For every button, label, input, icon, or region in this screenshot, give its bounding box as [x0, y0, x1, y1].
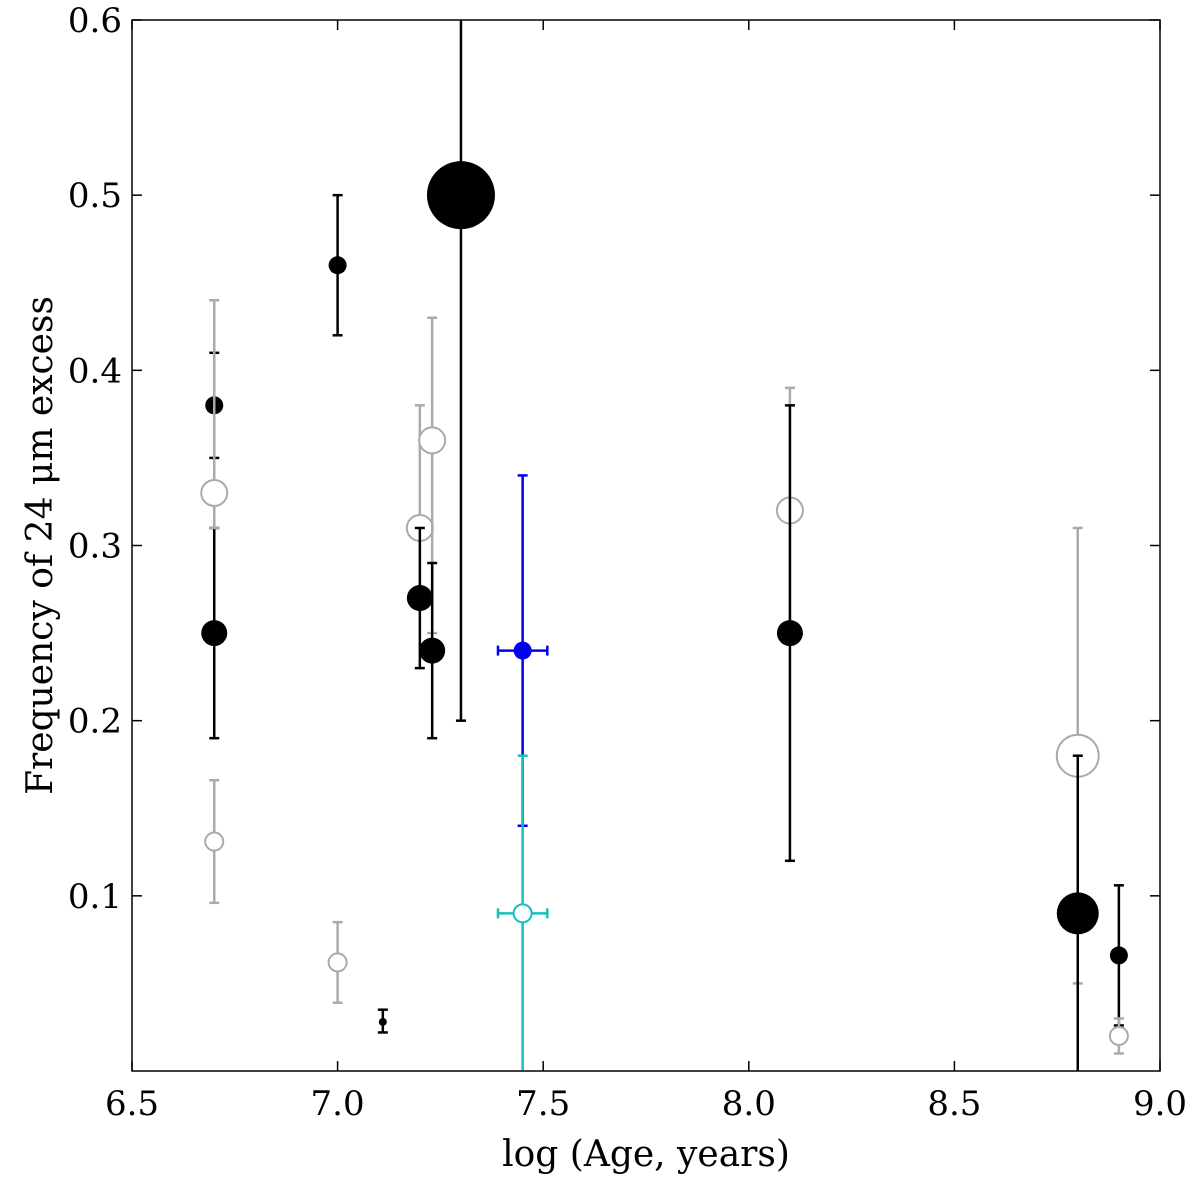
x-tick-label: 7.0 — [311, 1084, 365, 1124]
x-tick-label: 8.5 — [927, 1084, 981, 1124]
data-point — [200, 299, 229, 530]
y-tick-label: 0.6 — [68, 1, 122, 41]
data-point — [1108, 1017, 1129, 1055]
x-axis-title: log (Age, years) — [502, 1134, 790, 1175]
filled-marker — [776, 620, 803, 647]
filled-marker — [406, 585, 433, 612]
plot-frame — [131, 19, 1161, 1072]
filled-marker — [328, 256, 347, 275]
data-point — [201, 526, 228, 740]
data-point — [204, 778, 225, 905]
open-marker — [512, 903, 533, 924]
points-layer — [200, 20, 1129, 1071]
data-point — [328, 193, 347, 337]
x-tick-label: 8.0 — [722, 1084, 776, 1124]
x-tick-label: 7.5 — [516, 1084, 570, 1124]
open-marker — [1108, 1025, 1129, 1046]
data-point — [327, 920, 348, 1004]
data-point — [419, 561, 446, 740]
y-tick-label: 0.5 — [68, 176, 122, 216]
x-tick-label: 6.5 — [105, 1084, 159, 1124]
y-tick-label: 0.2 — [68, 702, 122, 742]
data-point — [496, 754, 549, 1071]
filled-marker — [1109, 946, 1128, 965]
filled-marker — [426, 161, 495, 230]
data-point — [1056, 754, 1099, 1071]
open-marker — [327, 952, 348, 973]
data-point — [776, 404, 803, 863]
filled-marker — [378, 1017, 387, 1026]
y-tick-label: 0.4 — [68, 351, 122, 391]
y-tick-label: 0.1 — [68, 877, 122, 917]
filled-marker — [1056, 892, 1099, 935]
filled-marker — [513, 641, 532, 660]
data-point — [426, 20, 495, 722]
x-tick-label: 9.0 — [1133, 1084, 1187, 1124]
y-tick-label: 0.3 — [68, 527, 122, 567]
ticks-layer: 6.5 7.0 7.5 8.0 8.5 9.0 0.1 0.2 0.3 0.4 0.5 0.6 — [68, 1, 1187, 1124]
filled-marker — [419, 637, 446, 664]
open-marker — [204, 831, 225, 852]
data-point — [1109, 884, 1128, 1027]
filled-marker — [201, 620, 228, 647]
data-point — [377, 1008, 388, 1034]
open-marker — [418, 426, 447, 455]
data-point — [406, 526, 433, 670]
y-axis-title: Frequency of 24 μm excess — [20, 296, 61, 795]
open-marker — [200, 478, 229, 507]
